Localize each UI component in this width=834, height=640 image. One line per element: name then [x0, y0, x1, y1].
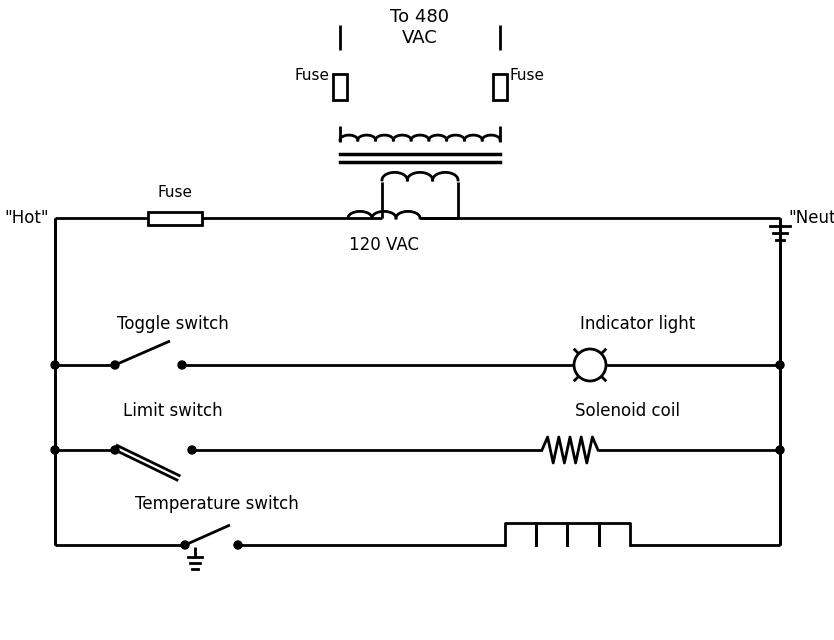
- Text: "Hot": "Hot": [4, 209, 49, 227]
- Text: Solenoid coil: Solenoid coil: [575, 402, 680, 420]
- Circle shape: [111, 361, 119, 369]
- Circle shape: [776, 446, 784, 454]
- Circle shape: [178, 361, 186, 369]
- Text: To 480
VAC: To 480 VAC: [390, 8, 450, 47]
- Text: Fuse: Fuse: [510, 67, 545, 83]
- Text: 120 VAC: 120 VAC: [349, 236, 419, 254]
- Circle shape: [51, 361, 59, 369]
- Circle shape: [181, 541, 189, 549]
- Text: "Neutral": "Neutral": [788, 209, 834, 227]
- Circle shape: [234, 541, 242, 549]
- Bar: [333, 74, 347, 100]
- Circle shape: [776, 361, 784, 369]
- Text: Toggle switch: Toggle switch: [117, 315, 229, 333]
- Bar: [493, 74, 507, 100]
- Circle shape: [188, 446, 196, 454]
- Circle shape: [111, 446, 119, 454]
- Circle shape: [51, 446, 59, 454]
- Text: Indicator light: Indicator light: [580, 315, 696, 333]
- Text: Limit switch: Limit switch: [123, 402, 223, 420]
- Text: Temperature switch: Temperature switch: [135, 495, 299, 513]
- Text: Fuse: Fuse: [158, 185, 193, 200]
- Bar: [148, 211, 202, 225]
- Text: Fuse: Fuse: [295, 67, 330, 83]
